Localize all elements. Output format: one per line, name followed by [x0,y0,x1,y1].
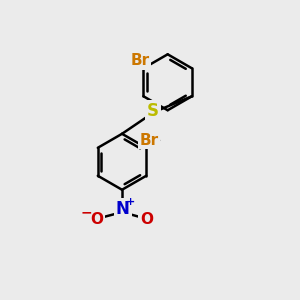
Text: Br: Br [139,133,158,148]
Text: S: S [146,102,158,120]
Text: Br: Br [130,53,150,68]
Text: N: N [116,200,130,218]
Text: O: O [90,212,103,227]
Text: +: + [126,197,135,207]
Text: −: − [81,206,92,220]
Text: O: O [141,212,154,227]
